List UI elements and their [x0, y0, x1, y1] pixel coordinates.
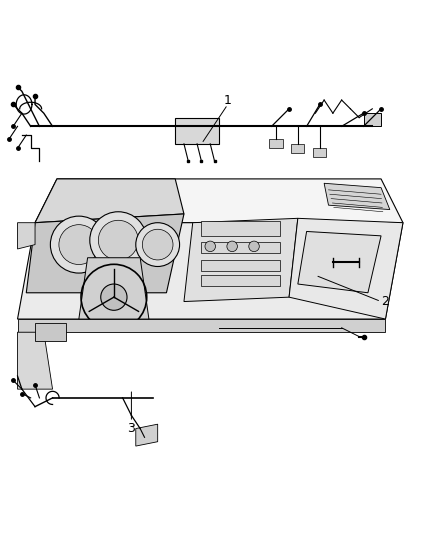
FancyBboxPatch shape [269, 140, 283, 148]
Polygon shape [26, 214, 184, 293]
FancyBboxPatch shape [201, 260, 280, 271]
FancyBboxPatch shape [313, 148, 326, 157]
Polygon shape [18, 332, 53, 389]
Polygon shape [35, 179, 403, 223]
Circle shape [90, 212, 147, 269]
Text: 1: 1 [224, 94, 232, 107]
Polygon shape [289, 219, 403, 319]
Polygon shape [184, 219, 298, 302]
FancyBboxPatch shape [291, 144, 304, 152]
Circle shape [227, 241, 237, 252]
Text: 3: 3 [127, 422, 135, 435]
Polygon shape [18, 319, 385, 332]
Polygon shape [324, 183, 390, 209]
Polygon shape [18, 223, 35, 249]
Polygon shape [35, 179, 184, 223]
FancyBboxPatch shape [201, 221, 280, 236]
Polygon shape [136, 424, 158, 446]
Polygon shape [35, 324, 66, 341]
Polygon shape [175, 118, 219, 144]
FancyBboxPatch shape [201, 243, 280, 253]
Circle shape [98, 220, 138, 260]
Polygon shape [364, 113, 381, 126]
Circle shape [205, 241, 215, 252]
Circle shape [59, 225, 99, 264]
Polygon shape [79, 258, 149, 319]
Circle shape [101, 284, 127, 310]
Text: 2: 2 [381, 295, 389, 308]
Circle shape [142, 229, 173, 260]
Polygon shape [298, 231, 381, 293]
Polygon shape [18, 223, 403, 319]
Circle shape [50, 216, 107, 273]
Circle shape [136, 223, 180, 266]
FancyBboxPatch shape [201, 275, 280, 286]
Circle shape [249, 241, 259, 252]
